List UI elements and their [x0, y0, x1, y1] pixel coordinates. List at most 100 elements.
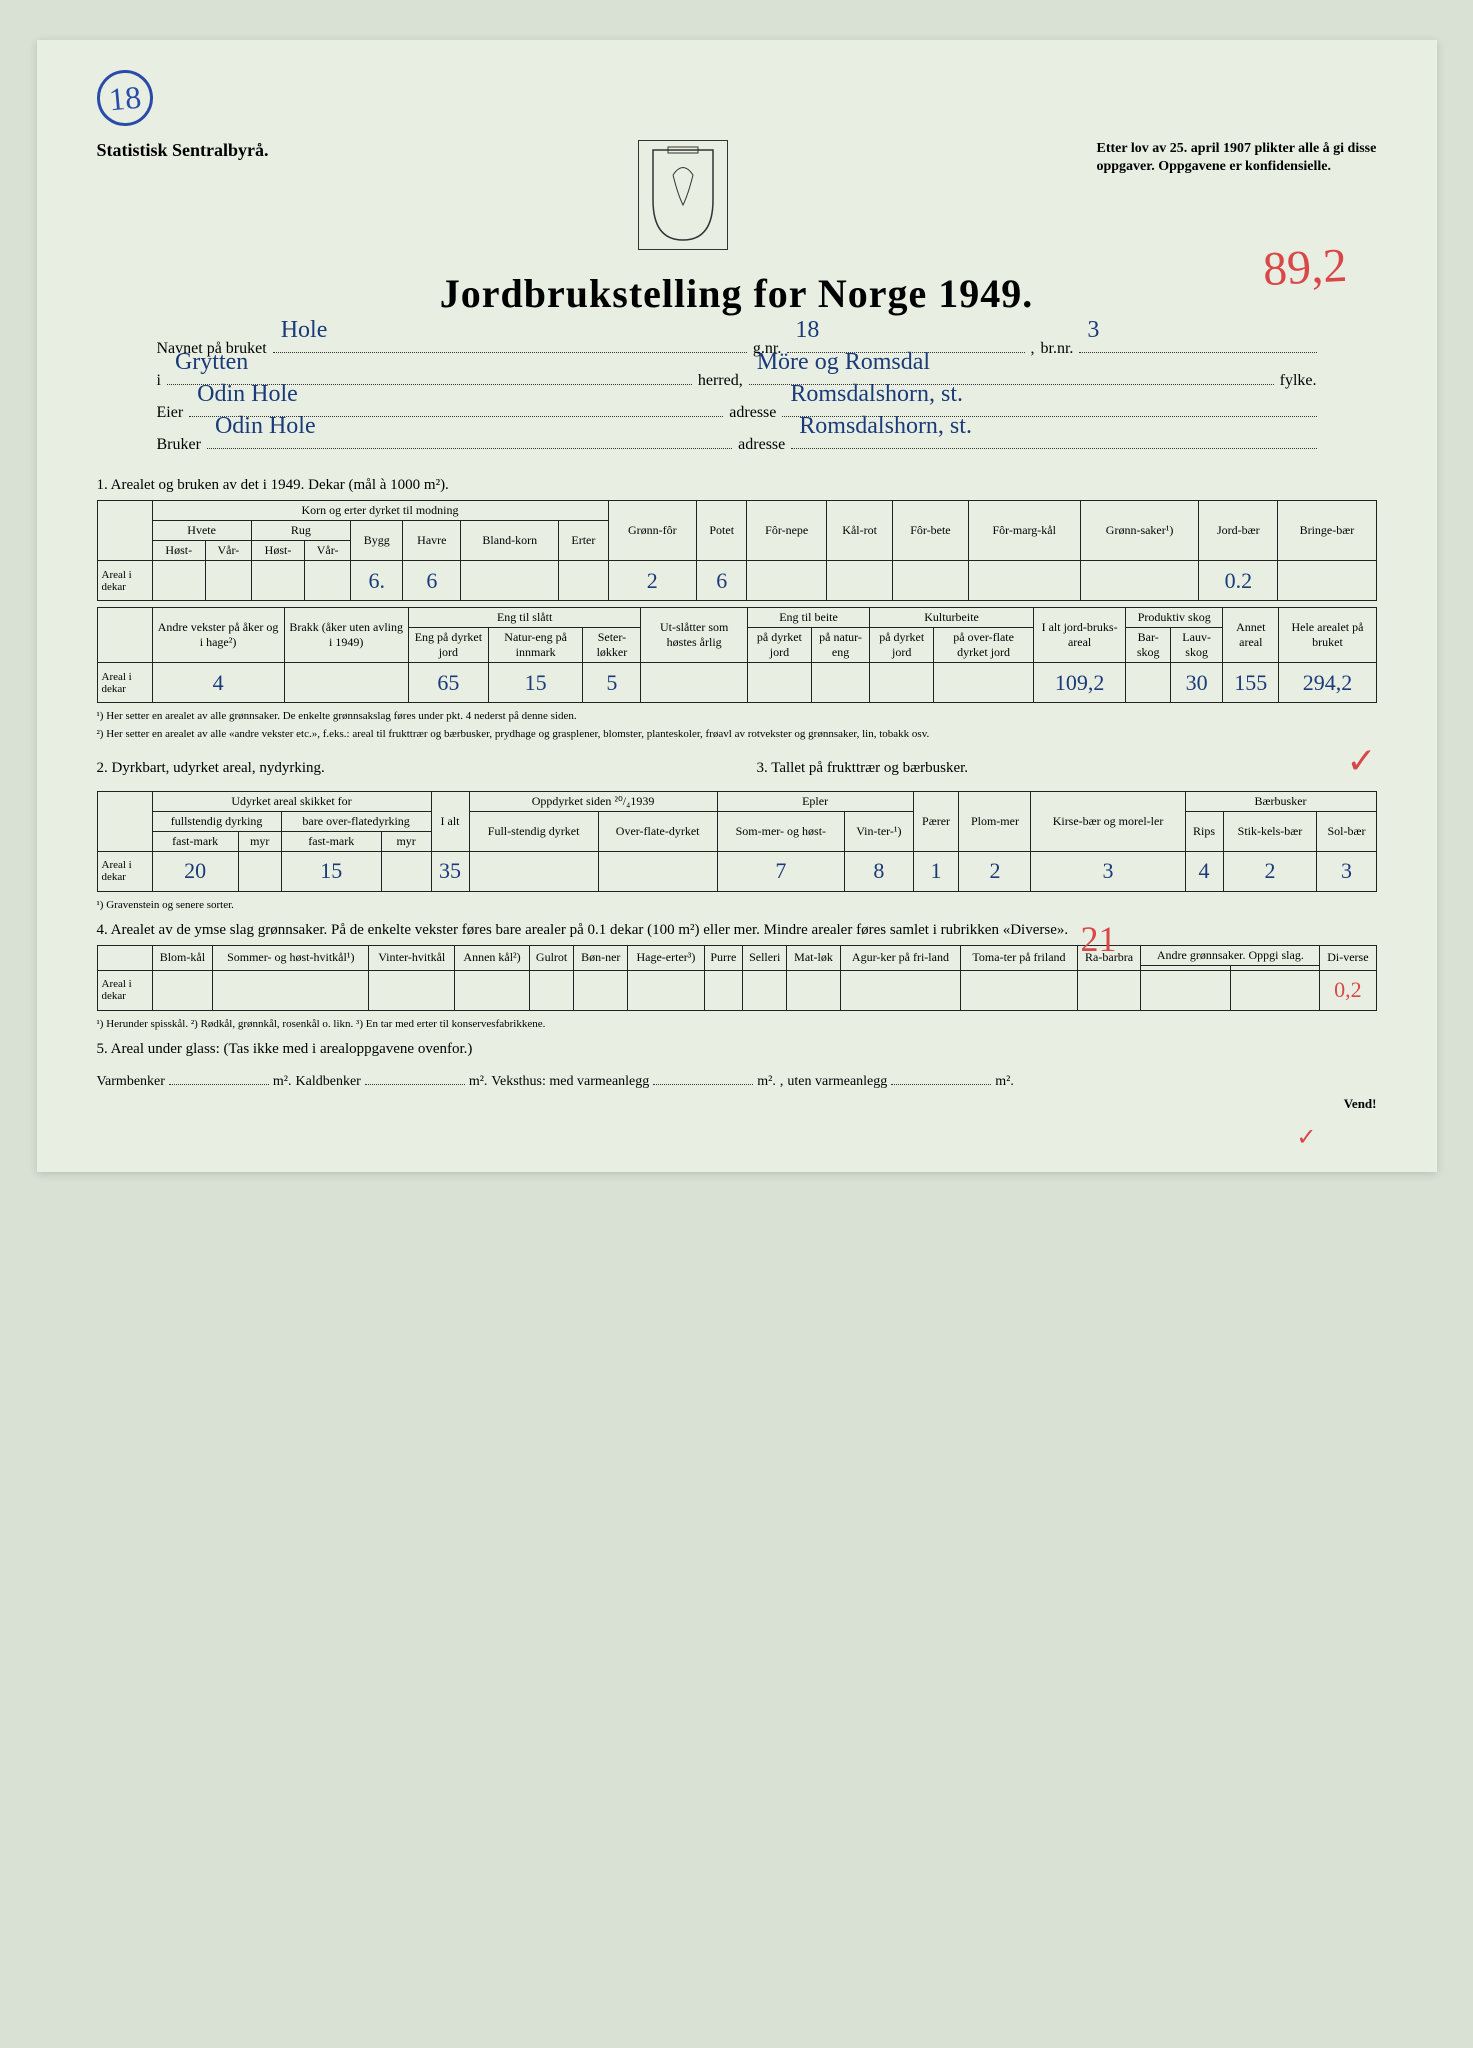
crest — [638, 140, 728, 250]
section-2-label: 2. Dyrkbart, udyrket areal, nydyrking. — [97, 760, 717, 777]
m2-3: m². — [757, 1074, 776, 1090]
th-hageerter: Hage-erter³) — [628, 945, 705, 970]
th-pa-natur: på natur-eng — [811, 628, 869, 663]
v-fast2: 15 — [281, 851, 381, 891]
th-eng-dyrket: Eng på dyrket jord — [408, 628, 488, 663]
th-utslatter: Ut-slåtter som høstes årlig — [641, 608, 747, 663]
v-lauv: 30 — [1171, 663, 1223, 703]
red-number: 89,2 — [1261, 238, 1348, 297]
th-purre: Purre — [704, 945, 742, 970]
th-diverse: Di-verse — [1320, 945, 1376, 970]
th-paerer: Pærer — [913, 791, 959, 851]
th-myr2: myr — [381, 831, 431, 851]
th-forbete: Fôr-bete — [893, 501, 968, 561]
table-4: Blom-kål Sommer- og høst-hvitkål¹) Vinte… — [97, 945, 1377, 1011]
th-epler: Epler — [717, 791, 913, 811]
th-hvete: Hvete — [152, 521, 251, 541]
varmbenker-label: Varmbenker — [97, 1074, 165, 1090]
th-host2: Høst- — [251, 541, 305, 561]
navnet-value: Hole — [281, 306, 328, 354]
th-fornepe: Fôr-nepe — [747, 501, 827, 561]
th-blomkal: Blom-kål — [152, 945, 213, 970]
th-vinterhvitkal: Vinter-hvitkål — [369, 945, 455, 970]
m2-4: m². — [995, 1074, 1014, 1090]
uten-label: uten varmeanlegg — [787, 1074, 887, 1090]
th-jordbaer: Jord-bær — [1199, 501, 1278, 561]
th-erter: Erter — [559, 521, 608, 561]
table-1b: Andre vekster på åker og i hage²) Brakk … — [97, 607, 1377, 703]
th-andre-gronn: Andre grønnsaker. Oppgi slag. — [1141, 945, 1320, 965]
th-formargkal: Fôr-marg-kål — [968, 501, 1080, 561]
th-ialt2: I alt — [431, 791, 469, 851]
herred-label: herred, — [698, 365, 743, 397]
th-bygg: Bygg — [350, 521, 402, 561]
th-seter: Seter-løkker — [583, 628, 641, 663]
fylke-label: fylke. — [1280, 365, 1317, 397]
th-oppdyrket: Oppdyrket siden ²⁰/₄1939 — [469, 791, 717, 811]
brnr-label: br.nr. — [1041, 333, 1074, 365]
th-bonner: Bøn-ner — [574, 945, 628, 970]
v-ialt2: 35 — [431, 851, 469, 891]
bruker-value: Odin Hole — [215, 402, 316, 450]
legal-text: Etter lov av 25. april 1907 plikter alle… — [1096, 140, 1376, 176]
footnote-4: ¹) Herunder spisskål. ²) Rødkål, grønnkå… — [97, 1017, 1377, 1031]
v-plommer: 2 — [959, 851, 1031, 891]
bruker-label: Bruker — [157, 429, 201, 461]
th-gulrot: Gulrot — [529, 945, 574, 970]
v-bygg: 6. — [350, 561, 402, 601]
th-lauvskog: Lauv-skog — [1171, 628, 1223, 663]
footnote-1: ¹) Her setter en arealet av alle grønnsa… — [97, 709, 1377, 723]
th-brakk: Brakk (åker uten avling i 1949) — [284, 608, 408, 663]
th-kirse: Kirse-bær og morel-ler — [1031, 791, 1185, 851]
th-potet: Potet — [697, 501, 747, 561]
v-potet: 6 — [697, 561, 747, 601]
section-5-label: 5. Areal under glass: (Tas ikke med i ar… — [97, 1041, 1377, 1058]
th-annenkal: Annen kål²) — [455, 945, 530, 970]
v-ialt: 109,2 — [1033, 663, 1125, 703]
th-fullstendig: fullstendig dyrking — [152, 811, 281, 831]
th-pa-dyrket2: på dyrket jord — [870, 628, 934, 663]
row-label-1a: Areal i dekar — [97, 561, 152, 601]
v-natureng: 15 — [488, 663, 582, 703]
th-tomater: Toma-ter på friland — [961, 945, 1077, 970]
th-agurker: Agur-ker på fri-land — [840, 945, 961, 970]
section-4-label: 4. Arealet av de ymse slag grønnsaker. P… — [97, 922, 1377, 939]
org-name: Statistisk Sentralbyrå. — [97, 140, 269, 161]
red-check-bottom-icon: ✓ — [1296, 1123, 1316, 1152]
th-full: Full-stendig dyrket — [469, 811, 598, 851]
adresse-label-2: adresse — [738, 429, 785, 461]
th-stikkels: Stik-kels-bær — [1223, 811, 1317, 851]
v-jordbaer: 0.2 — [1199, 561, 1278, 601]
v-sommer: 7 — [717, 851, 845, 891]
th-ialt: I alt jord-bruks-areal — [1033, 608, 1125, 663]
bruker-adresse: Romsdalshorn, st. — [799, 402, 972, 450]
th-havre: Havre — [403, 521, 461, 561]
th-hele: Hele arealet på bruket — [1279, 608, 1376, 663]
th-plommer: Plom-mer — [959, 791, 1031, 851]
section-3-label: 3. Tallet på frukttrær og bærbusker. — [757, 760, 1377, 777]
v-fast1: 20 — [152, 851, 238, 891]
th-sommer: Som-mer- og høst- — [717, 811, 845, 851]
v-annet: 155 — [1223, 663, 1279, 703]
th-natureng: Natur-eng på innmark — [488, 628, 582, 663]
th-kulturbeite: Kulturbeite — [870, 608, 1034, 628]
th-fastmark2: fast-mark — [281, 831, 381, 851]
v-rips: 4 — [1185, 851, 1223, 891]
v-diverse: 0,2 — [1320, 970, 1376, 1010]
table-2-3: Udyrket areal skikket for I alt Oppdyrke… — [97, 791, 1377, 892]
th-rug: Rug — [251, 521, 350, 541]
row-label-4: Areal i dekar — [97, 970, 152, 1010]
th-eng-slatt: Eng til slått — [408, 608, 641, 628]
th-rips: Rips — [1185, 811, 1223, 851]
v-solbaer: 3 — [1317, 851, 1376, 891]
vend: Vend! — [97, 1096, 1377, 1112]
adresse-label: adresse — [729, 397, 776, 429]
m2-1: m². — [273, 1074, 292, 1090]
brnr-value: 3 — [1087, 306, 1099, 354]
row-label-1b: Areal i dekar — [97, 663, 152, 703]
kaldbenker-label: Kaldbenker — [296, 1074, 361, 1090]
v-vinter: 8 — [845, 851, 913, 891]
row-label-2: Areal i dekar — [97, 851, 152, 891]
th-baerbusker: Bærbusker — [1185, 791, 1376, 811]
th-gronnsaker: Grønn-saker¹) — [1080, 501, 1199, 561]
